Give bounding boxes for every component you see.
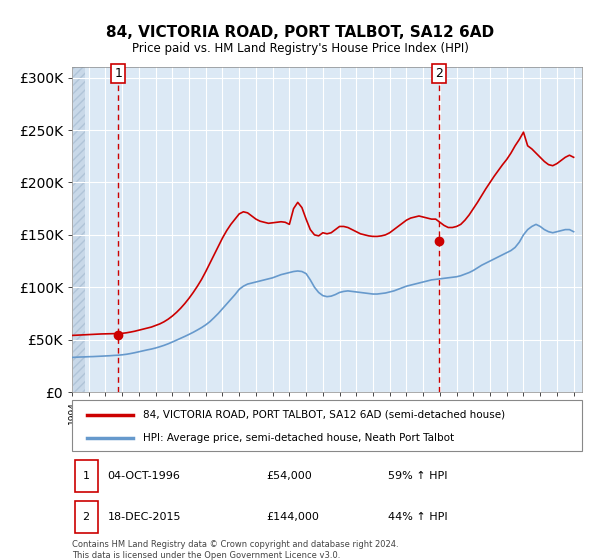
Text: 2: 2 (435, 67, 443, 80)
Text: £54,000: £54,000 (266, 471, 311, 481)
FancyBboxPatch shape (72, 400, 582, 451)
Text: 84, VICTORIA ROAD, PORT TALBOT, SA12 6AD (semi-detached house): 84, VICTORIA ROAD, PORT TALBOT, SA12 6AD… (143, 409, 506, 419)
Text: 1: 1 (114, 67, 122, 80)
Text: 2: 2 (82, 512, 89, 522)
Text: 59% ↑ HPI: 59% ↑ HPI (388, 471, 448, 481)
Text: £144,000: £144,000 (266, 512, 319, 522)
Text: Contains HM Land Registry data © Crown copyright and database right 2024.
This d: Contains HM Land Registry data © Crown c… (72, 540, 398, 560)
Bar (72, 67, 85, 392)
Text: Price paid vs. HM Land Registry's House Price Index (HPI): Price paid vs. HM Land Registry's House … (131, 42, 469, 55)
Text: 1: 1 (83, 471, 89, 481)
FancyBboxPatch shape (74, 501, 97, 533)
Text: 84, VICTORIA ROAD, PORT TALBOT, SA12 6AD: 84, VICTORIA ROAD, PORT TALBOT, SA12 6AD (106, 25, 494, 40)
Text: HPI: Average price, semi-detached house, Neath Port Talbot: HPI: Average price, semi-detached house,… (143, 433, 455, 443)
Text: 04-OCT-1996: 04-OCT-1996 (108, 471, 181, 481)
Text: 18-DEC-2015: 18-DEC-2015 (108, 512, 181, 522)
FancyBboxPatch shape (74, 460, 97, 492)
Text: 44% ↑ HPI: 44% ↑ HPI (388, 512, 448, 522)
